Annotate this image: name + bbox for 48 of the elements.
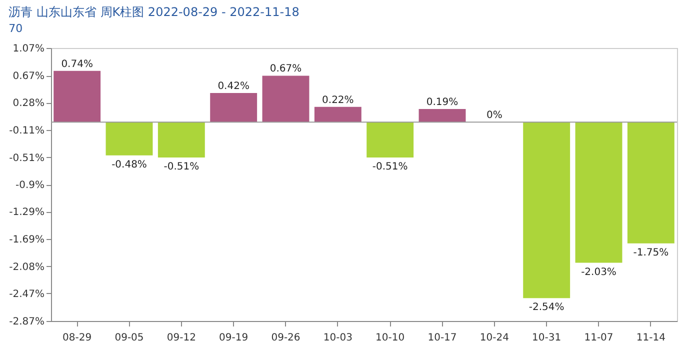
- bar: [262, 76, 310, 122]
- y-tick-label: 1.07%: [12, 44, 44, 54]
- x-tick-label: 08-29: [62, 332, 92, 344]
- y-tick-label: -0.9%: [15, 180, 44, 191]
- bar: [366, 122, 414, 158]
- data-label: -0.48%: [112, 159, 147, 170]
- x-tick-label: 09-12: [166, 332, 196, 344]
- y-tick-label: -2.47%: [9, 288, 44, 300]
- y-tick-label: 0.28%: [12, 98, 44, 110]
- y-tick-label: -2.87%: [9, 316, 44, 328]
- chart-subtitle: 70: [8, 22, 23, 35]
- y-tick-label: -1.29%: [9, 207, 44, 218]
- x-tick-label: 10-17: [428, 332, 457, 344]
- x-tick-label: 09-05: [114, 332, 144, 344]
- bar: [418, 108, 466, 122]
- y-tick-label: -0.11%: [9, 125, 44, 136]
- data-label: -0.51%: [372, 161, 408, 172]
- x-tick-label: 10-03: [323, 332, 352, 344]
- data-label: 0.74%: [61, 58, 93, 70]
- x-tick-label: 10-10: [376, 332, 405, 344]
- y-tick-label: -2.08%: [9, 262, 44, 273]
- y-tick-label: 0.67%: [12, 71, 44, 82]
- y-tick-label: -1.69%: [9, 234, 44, 246]
- bar: [523, 122, 570, 298]
- x-tick-label: 09-19: [219, 332, 248, 344]
- data-label: 0%: [486, 110, 502, 122]
- bar: [158, 122, 205, 158]
- bar: [54, 70, 101, 122]
- data-label: 0.67%: [270, 64, 302, 75]
- data-label: 0.19%: [426, 96, 458, 108]
- chart-title: 沥青 山东山东省 周K柱图 2022-08-29 - 2022-11-18: [8, 5, 300, 19]
- bar: [575, 122, 622, 263]
- data-label: -2.03%: [581, 266, 616, 278]
- data-label: -1.75%: [633, 247, 669, 258]
- data-label: -0.51%: [164, 161, 200, 172]
- bar: [627, 122, 674, 244]
- x-tick-label: 09-26: [271, 332, 300, 344]
- x-tick-label: 11-07: [584, 332, 614, 344]
- bar: [314, 106, 362, 122]
- bar: [106, 122, 153, 156]
- data-label: 0.22%: [322, 94, 354, 106]
- y-tick-label: -0.51%: [9, 152, 44, 164]
- x-tick-label: 10-24: [480, 332, 509, 344]
- data-label: 0.42%: [218, 81, 250, 92]
- data-label: -2.54%: [528, 302, 564, 314]
- x-tick-label: 10-31: [532, 332, 562, 344]
- x-tick-label: 11-14: [636, 332, 666, 344]
- bar: [210, 93, 258, 122]
